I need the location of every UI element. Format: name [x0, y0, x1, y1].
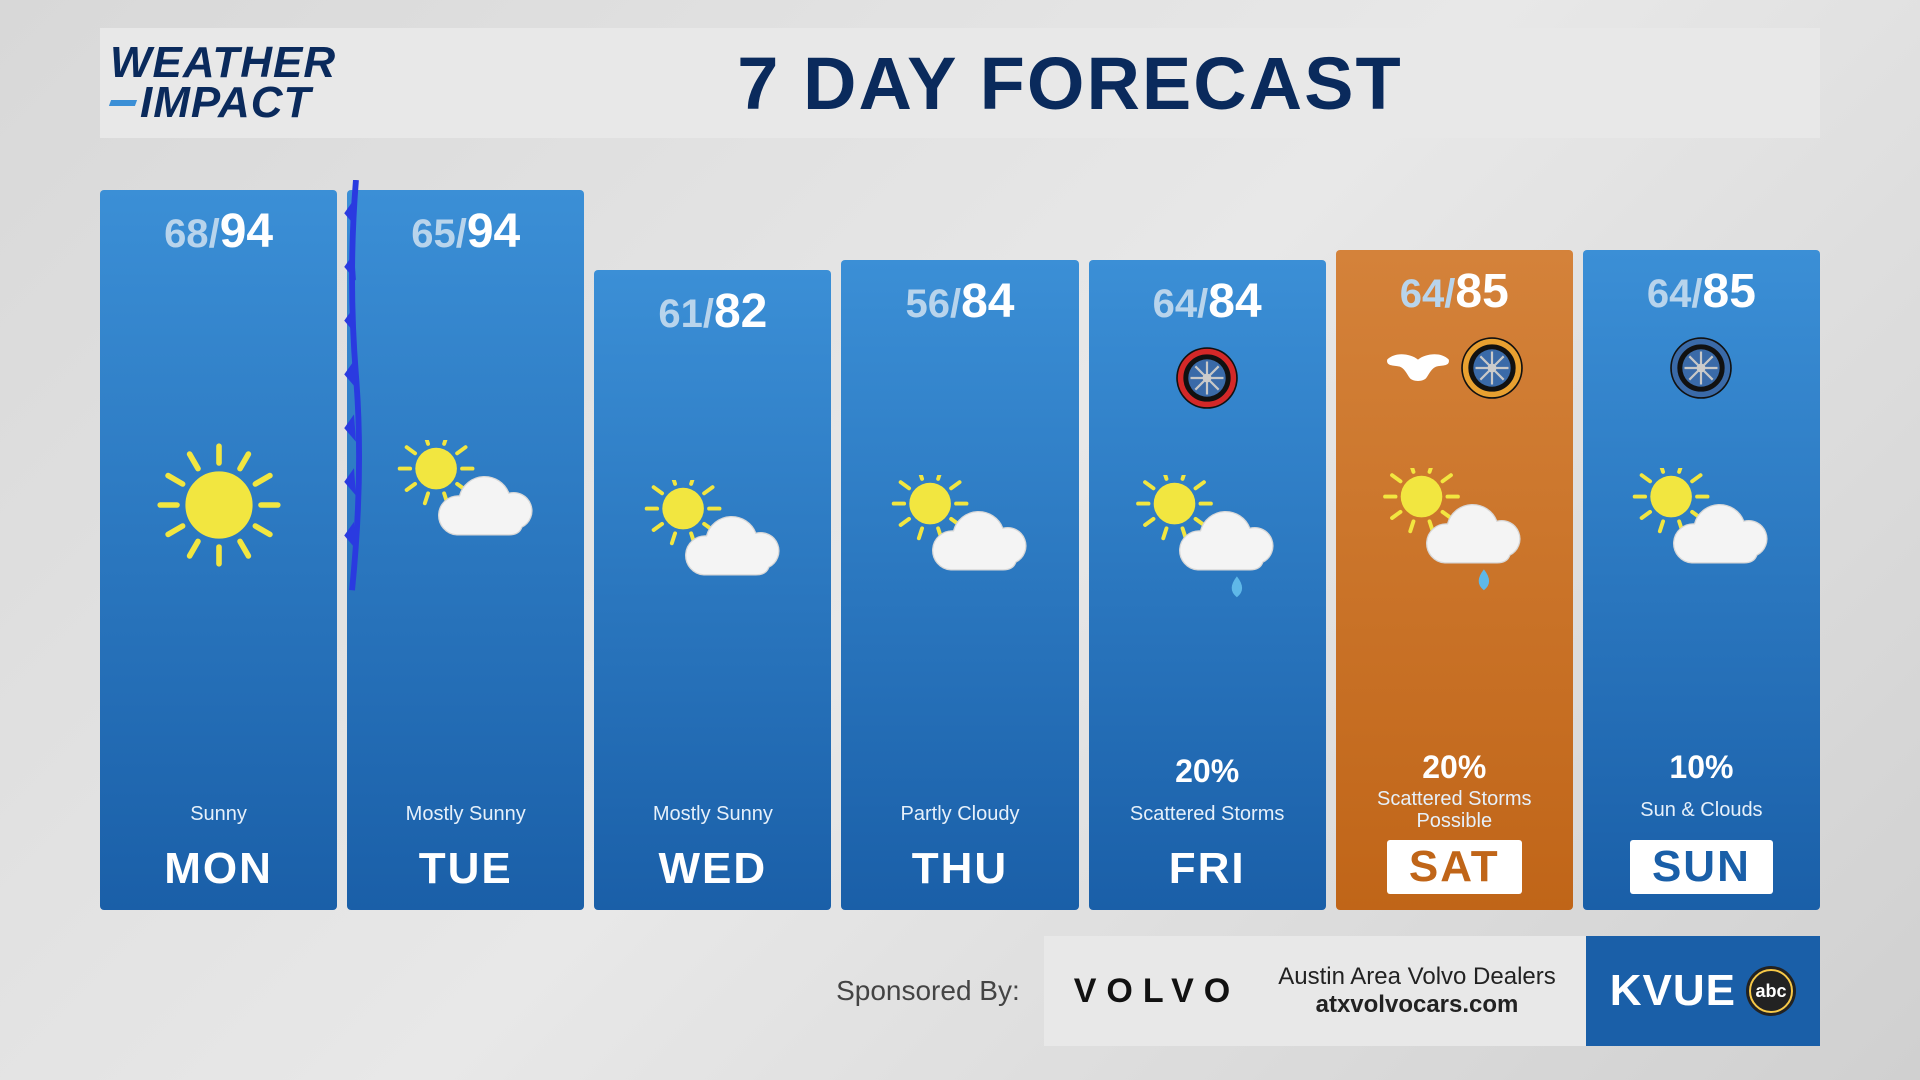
temperatures: 61/82 — [658, 288, 767, 336]
condition-text: Sun & Clouds — [1636, 786, 1766, 834]
weather-icon — [849, 326, 1070, 754]
forecast-card: 68/94 Sunny MON — [100, 190, 337, 910]
header-bar: WEATHER IMPACT 7 DAY FORECAST — [100, 28, 1820, 138]
event-icons — [1668, 335, 1734, 401]
weather-icon — [602, 336, 823, 754]
forecast-card: 64/84 20% Scattered Storms FRI — [1089, 260, 1326, 910]
weather-impact-logo: WEATHER IMPACT — [100, 28, 440, 138]
low-temp: 56 — [905, 282, 950, 326]
station-name: KVUE — [1610, 966, 1736, 1016]
weather-icon — [355, 256, 576, 754]
precip-chance: 10% — [1669, 749, 1733, 786]
volvo-logo: VOLVO — [1074, 972, 1241, 1011]
day-label: THU — [912, 844, 1008, 894]
high-temp: 94 — [467, 205, 520, 258]
forecast-card: 61/82 Mostly Sunny WED — [594, 270, 831, 910]
weather-icon — [108, 256, 329, 754]
sponsor-box: VOLVO Austin Area Volvo Dealers atxvolvo… — [1044, 936, 1586, 1046]
dealer-info: Austin Area Volvo Dealers atxvolvocars.c… — [1278, 963, 1556, 1019]
low-temp: 64 — [1400, 272, 1445, 316]
condition-text: Scattered Storms — [1126, 790, 1289, 838]
abc-network-icon: abc — [1746, 966, 1796, 1016]
temperatures: 56/84 — [905, 278, 1014, 326]
low-temp: 61 — [658, 292, 703, 336]
forecast-card: 56/84 Partly Cloudy THU — [841, 260, 1078, 910]
forecast-cards: 68/94 Sunny MON 65/94 Mostly Sunny TUE 6… — [100, 170, 1820, 910]
day-label: MON — [164, 844, 273, 894]
high-temp: 85 — [1703, 265, 1756, 318]
high-temp: 84 — [1208, 275, 1261, 328]
condition-text: Partly Cloudy — [897, 790, 1024, 838]
forecast-title: 7 DAY FORECAST — [440, 41, 1820, 126]
day-label: SUN — [1630, 840, 1773, 894]
temperatures: 64/85 — [1647, 268, 1756, 316]
condition-text: Scattered Storms Possible — [1344, 786, 1565, 834]
temperatures: 65/94 — [411, 208, 520, 256]
low-temp: 68 — [164, 212, 209, 256]
condition-text: Mostly Sunny — [649, 790, 777, 838]
high-temp: 94 — [220, 205, 273, 258]
sponsor-strip: Sponsored By: VOLVO Austin Area Volvo De… — [812, 936, 1820, 1046]
sponsor-label: Sponsored By: — [812, 936, 1044, 1046]
temperatures: 64/85 — [1400, 268, 1509, 316]
high-temp: 85 — [1455, 265, 1508, 318]
forecast-card: 64/85 10% Sun & Clouds SUN — [1583, 250, 1820, 910]
event-icons — [1174, 345, 1240, 411]
high-temp: 82 — [714, 285, 767, 338]
forecast-card: 64/85 20% Scattered Storms Possible SAT — [1336, 250, 1573, 910]
dealer-line1: Austin Area Volvo Dealers — [1278, 963, 1556, 991]
day-label: WED — [659, 844, 768, 894]
high-temp: 84 — [961, 275, 1014, 328]
temperatures: 64/84 — [1153, 278, 1262, 326]
low-temp: 64 — [1647, 272, 1692, 316]
condition-text: Sunny — [186, 790, 251, 838]
low-temp: 65 — [411, 212, 456, 256]
condition-text: Mostly Sunny — [402, 790, 530, 838]
temperatures: 68/94 — [164, 208, 273, 256]
dealer-url: atxvolvocars.com — [1278, 991, 1556, 1019]
day-label: SAT — [1387, 840, 1522, 894]
precip-chance: 20% — [1422, 749, 1486, 786]
logo-line2: IMPACT — [110, 83, 440, 123]
event-icons — [1383, 335, 1525, 401]
low-temp: 64 — [1153, 282, 1198, 326]
day-label: TUE — [419, 844, 513, 894]
precip-chance: 20% — [1175, 753, 1239, 790]
day-label: FRI — [1169, 844, 1246, 894]
forecast-card: 65/94 Mostly Sunny TUE — [347, 190, 584, 910]
station-badge: KVUE abc — [1586, 936, 1820, 1046]
